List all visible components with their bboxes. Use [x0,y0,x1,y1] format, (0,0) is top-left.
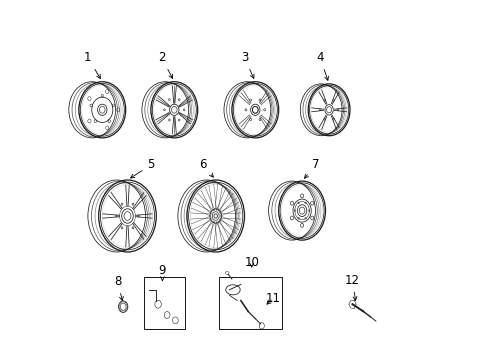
Text: 2: 2 [158,51,172,78]
Text: 6: 6 [199,158,213,177]
Text: 4: 4 [316,51,328,80]
Text: 11: 11 [265,292,280,305]
Text: 1: 1 [84,51,100,78]
Text: 3: 3 [240,51,253,78]
Text: 9: 9 [158,264,166,280]
Text: 7: 7 [304,158,319,178]
Bar [143,277,185,329]
Text: 8: 8 [114,275,123,301]
Text: 5: 5 [130,158,154,178]
Text: 10: 10 [244,256,259,269]
Text: 12: 12 [345,274,359,301]
Bar [219,277,282,329]
